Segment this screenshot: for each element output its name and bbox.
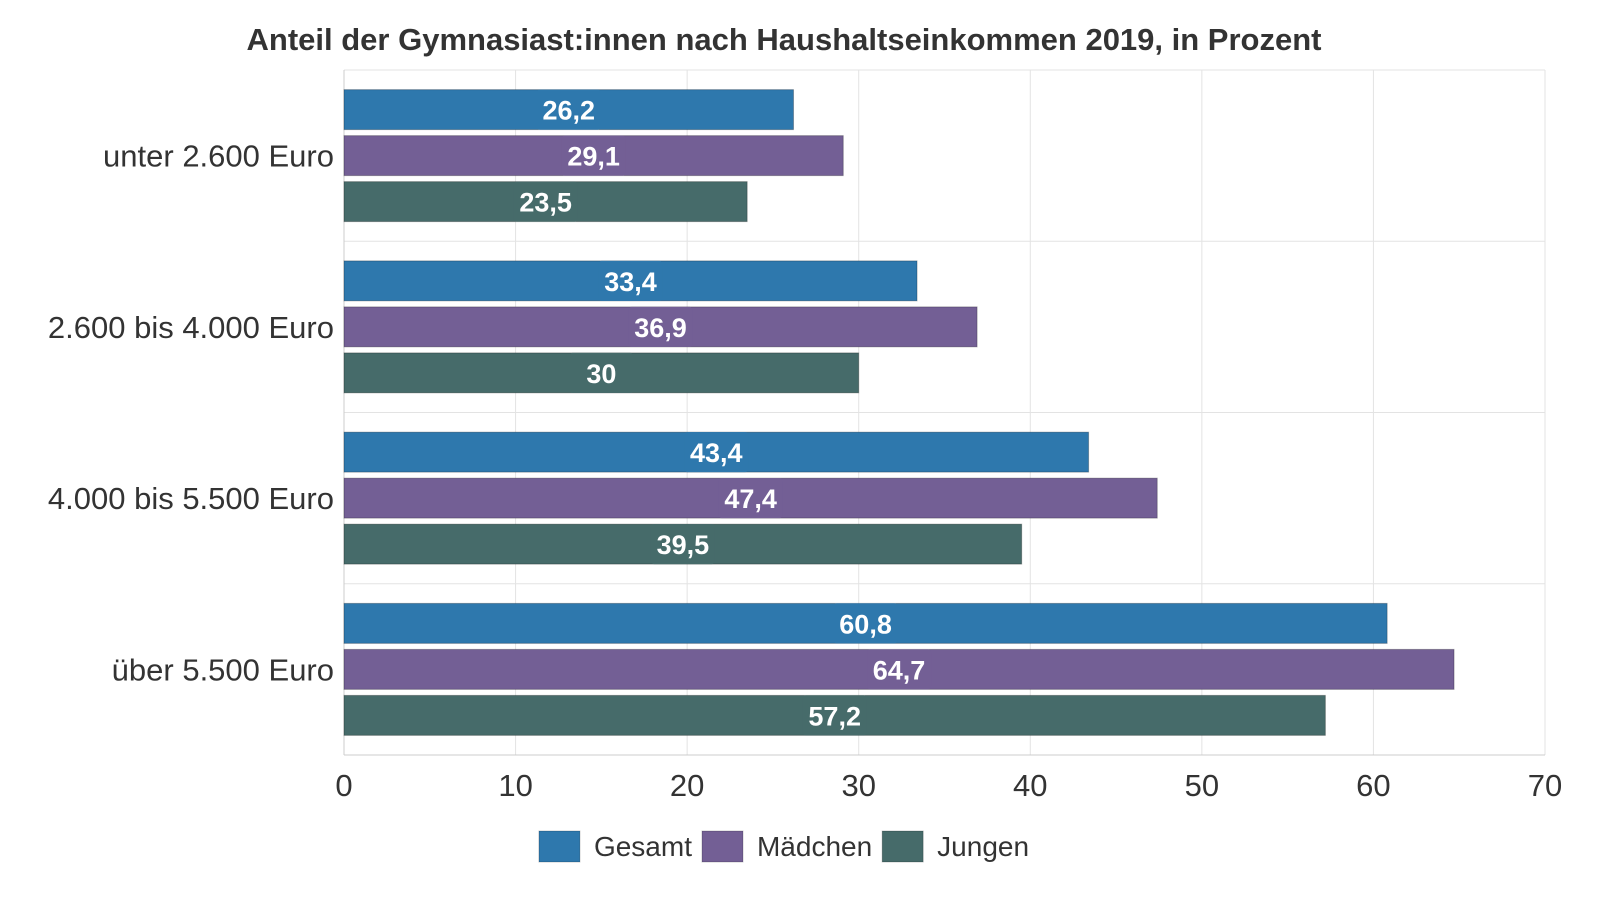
- data-label: 57,2: [808, 701, 861, 731]
- data-label-background: [561, 135, 626, 176]
- data-label-background: [569, 352, 634, 393]
- data-label: 60,8: [839, 609, 892, 639]
- x-tick-label: 20: [670, 768, 704, 803]
- data-label: 47,4: [724, 484, 777, 514]
- x-tick-label: 40: [1013, 768, 1047, 803]
- category-label: 4.000 bis 5.500 Euro: [48, 481, 334, 516]
- data-label-background: [718, 478, 783, 519]
- data-label: 43,4: [690, 438, 743, 468]
- data-label-background: [802, 695, 867, 736]
- data-label: 23,5: [519, 188, 572, 218]
- x-tick-label: 0: [335, 768, 352, 803]
- data-label: 26,2: [542, 96, 595, 126]
- data-label: 30: [586, 359, 616, 389]
- data-label: 39,5: [657, 530, 710, 560]
- x-tick-label: 30: [841, 768, 875, 803]
- x-tick-label: 60: [1356, 768, 1390, 803]
- legend-label: Gesamt: [594, 831, 692, 862]
- legend-item-gesamt[interactable]: Gesamt: [538, 830, 692, 863]
- legend-label: Jungen: [937, 831, 1029, 862]
- legend-swatch: [881, 830, 924, 863]
- data-label-background: [628, 306, 693, 347]
- data-label: 29,1: [567, 142, 620, 172]
- data-label-background: [513, 181, 578, 222]
- data-label-background: [867, 649, 932, 690]
- data-label-background: [684, 432, 749, 473]
- legend-item-jungen[interactable]: Jungen: [881, 830, 1029, 863]
- legend-swatch: [538, 830, 581, 863]
- category-label: über 5.500 Euro: [112, 652, 334, 687]
- data-label-background: [598, 260, 663, 301]
- chart-title: Anteil der Gymnasiast:innen nach Haushal…: [247, 22, 1322, 57]
- x-tick-label: 50: [1185, 768, 1219, 803]
- data-label-background: [833, 603, 898, 644]
- category-label: unter 2.600 Euro: [103, 139, 334, 174]
- data-label-background: [536, 89, 601, 130]
- x-tick-label: 70: [1528, 768, 1562, 803]
- x-tick-label: 10: [498, 768, 532, 803]
- data-label: 36,9: [634, 313, 687, 343]
- legend-item-mädchen[interactable]: Mädchen: [701, 830, 872, 863]
- data-label: 33,4: [604, 267, 657, 297]
- legend-swatch: [701, 830, 744, 863]
- legend: Gesamt Mädchen Jungen: [538, 830, 1029, 863]
- data-label-background: [650, 524, 715, 565]
- x-axis: 0 10 20 30 40 50 60 70: [335, 768, 1562, 803]
- category-label: 2.600 bis 4.000 Euro: [48, 310, 334, 345]
- category-labels: unter 2.600 Euro 2.600 bis 4.000 Euro 4.00…: [48, 139, 334, 688]
- data-label: 64,7: [873, 655, 926, 685]
- bars: 26,2 29,1 23,5 33,4 36,9 30 43,4 47,4 39,5 60,8 64…: [343, 89, 1455, 736]
- legend-label: Mädchen: [757, 831, 872, 862]
